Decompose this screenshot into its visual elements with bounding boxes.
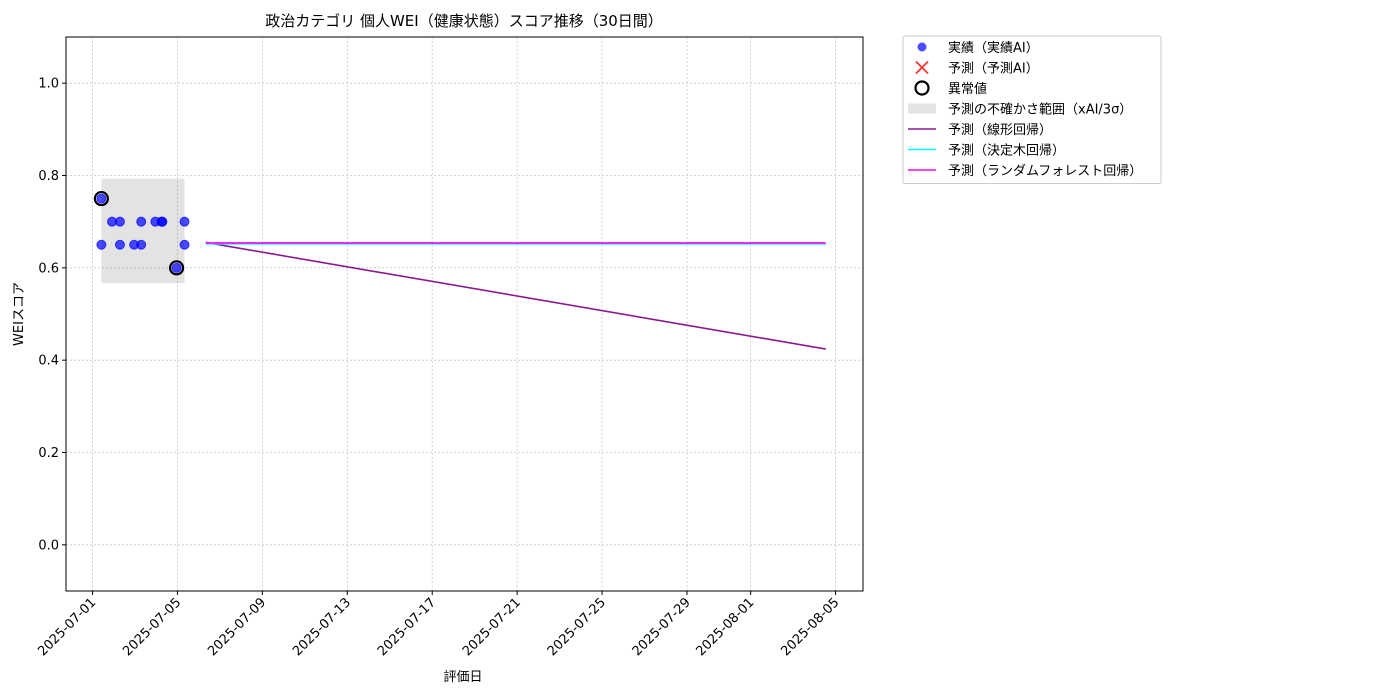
data-point — [179, 239, 190, 250]
legend-marker — [915, 60, 929, 75]
legend-box — [902, 35, 1162, 184]
data-point — [96, 193, 107, 204]
legend-label: 予測（線形回帰） — [948, 122, 1052, 138]
prediction-line — [205, 241, 826, 350]
y-tick-label: 0.0 — [38, 538, 59, 553]
data-point — [179, 216, 190, 227]
x-tick-label: 2025-07-01 — [35, 595, 99, 659]
plot-frame — [65, 36, 864, 592]
legend-label: 予測（決定木回帰） — [948, 143, 1065, 159]
x-tick-label: 2025-07-29 — [630, 595, 694, 659]
legend-label: 予測（予測AI） — [948, 62, 1039, 77]
legend-label: 予測の不確かさ範囲（xAI/3σ） — [948, 102, 1132, 118]
legend-marker — [908, 103, 936, 114]
x-tick-label: 2025-07-13 — [290, 595, 354, 659]
x-axis-label: 評価日 — [443, 670, 482, 685]
y-tick-label: 0.2 — [38, 446, 59, 461]
data-point — [136, 216, 147, 227]
y-tick-label: 0.6 — [38, 261, 59, 276]
uncertainty-band — [101, 178, 185, 284]
x-tick-label: 2025-07-17 — [375, 595, 439, 659]
data-point — [114, 216, 125, 227]
x-tick-label: 2025-08-05 — [778, 595, 842, 659]
y-tick-label: 1.0 — [38, 77, 59, 92]
x-tick-label: 2025-07-09 — [205, 595, 269, 659]
y-axis-label: WEIスコア — [12, 282, 27, 346]
chart-title: 政治カテゴリ 個人WEI（健康状態）スコア推移（30日間） — [265, 12, 663, 30]
data-point — [136, 239, 147, 250]
data-point — [171, 262, 182, 273]
x-tick-label: 2025-07-21 — [460, 595, 524, 659]
y-tick-label: 0.4 — [38, 354, 59, 369]
outlier — [93, 190, 109, 207]
legend-label: 異常値 — [948, 81, 987, 97]
y-tick-label: 0.8 — [38, 169, 59, 184]
data-point — [96, 239, 107, 250]
data-point — [114, 239, 125, 250]
legend-marker — [914, 80, 930, 96]
outlier — [168, 260, 185, 276]
x-tick-label: 2025-07-05 — [120, 595, 184, 659]
legend-marker — [917, 42, 927, 52]
data-point — [157, 216, 168, 227]
x-tick-label: 2025-08-01 — [693, 595, 757, 659]
x-tick-label: 2025-07-25 — [545, 595, 609, 659]
legend-label: 実績（実績AI） — [948, 40, 1039, 56]
legend-label: 予測（ランダムフォレスト回帰） — [948, 163, 1142, 179]
